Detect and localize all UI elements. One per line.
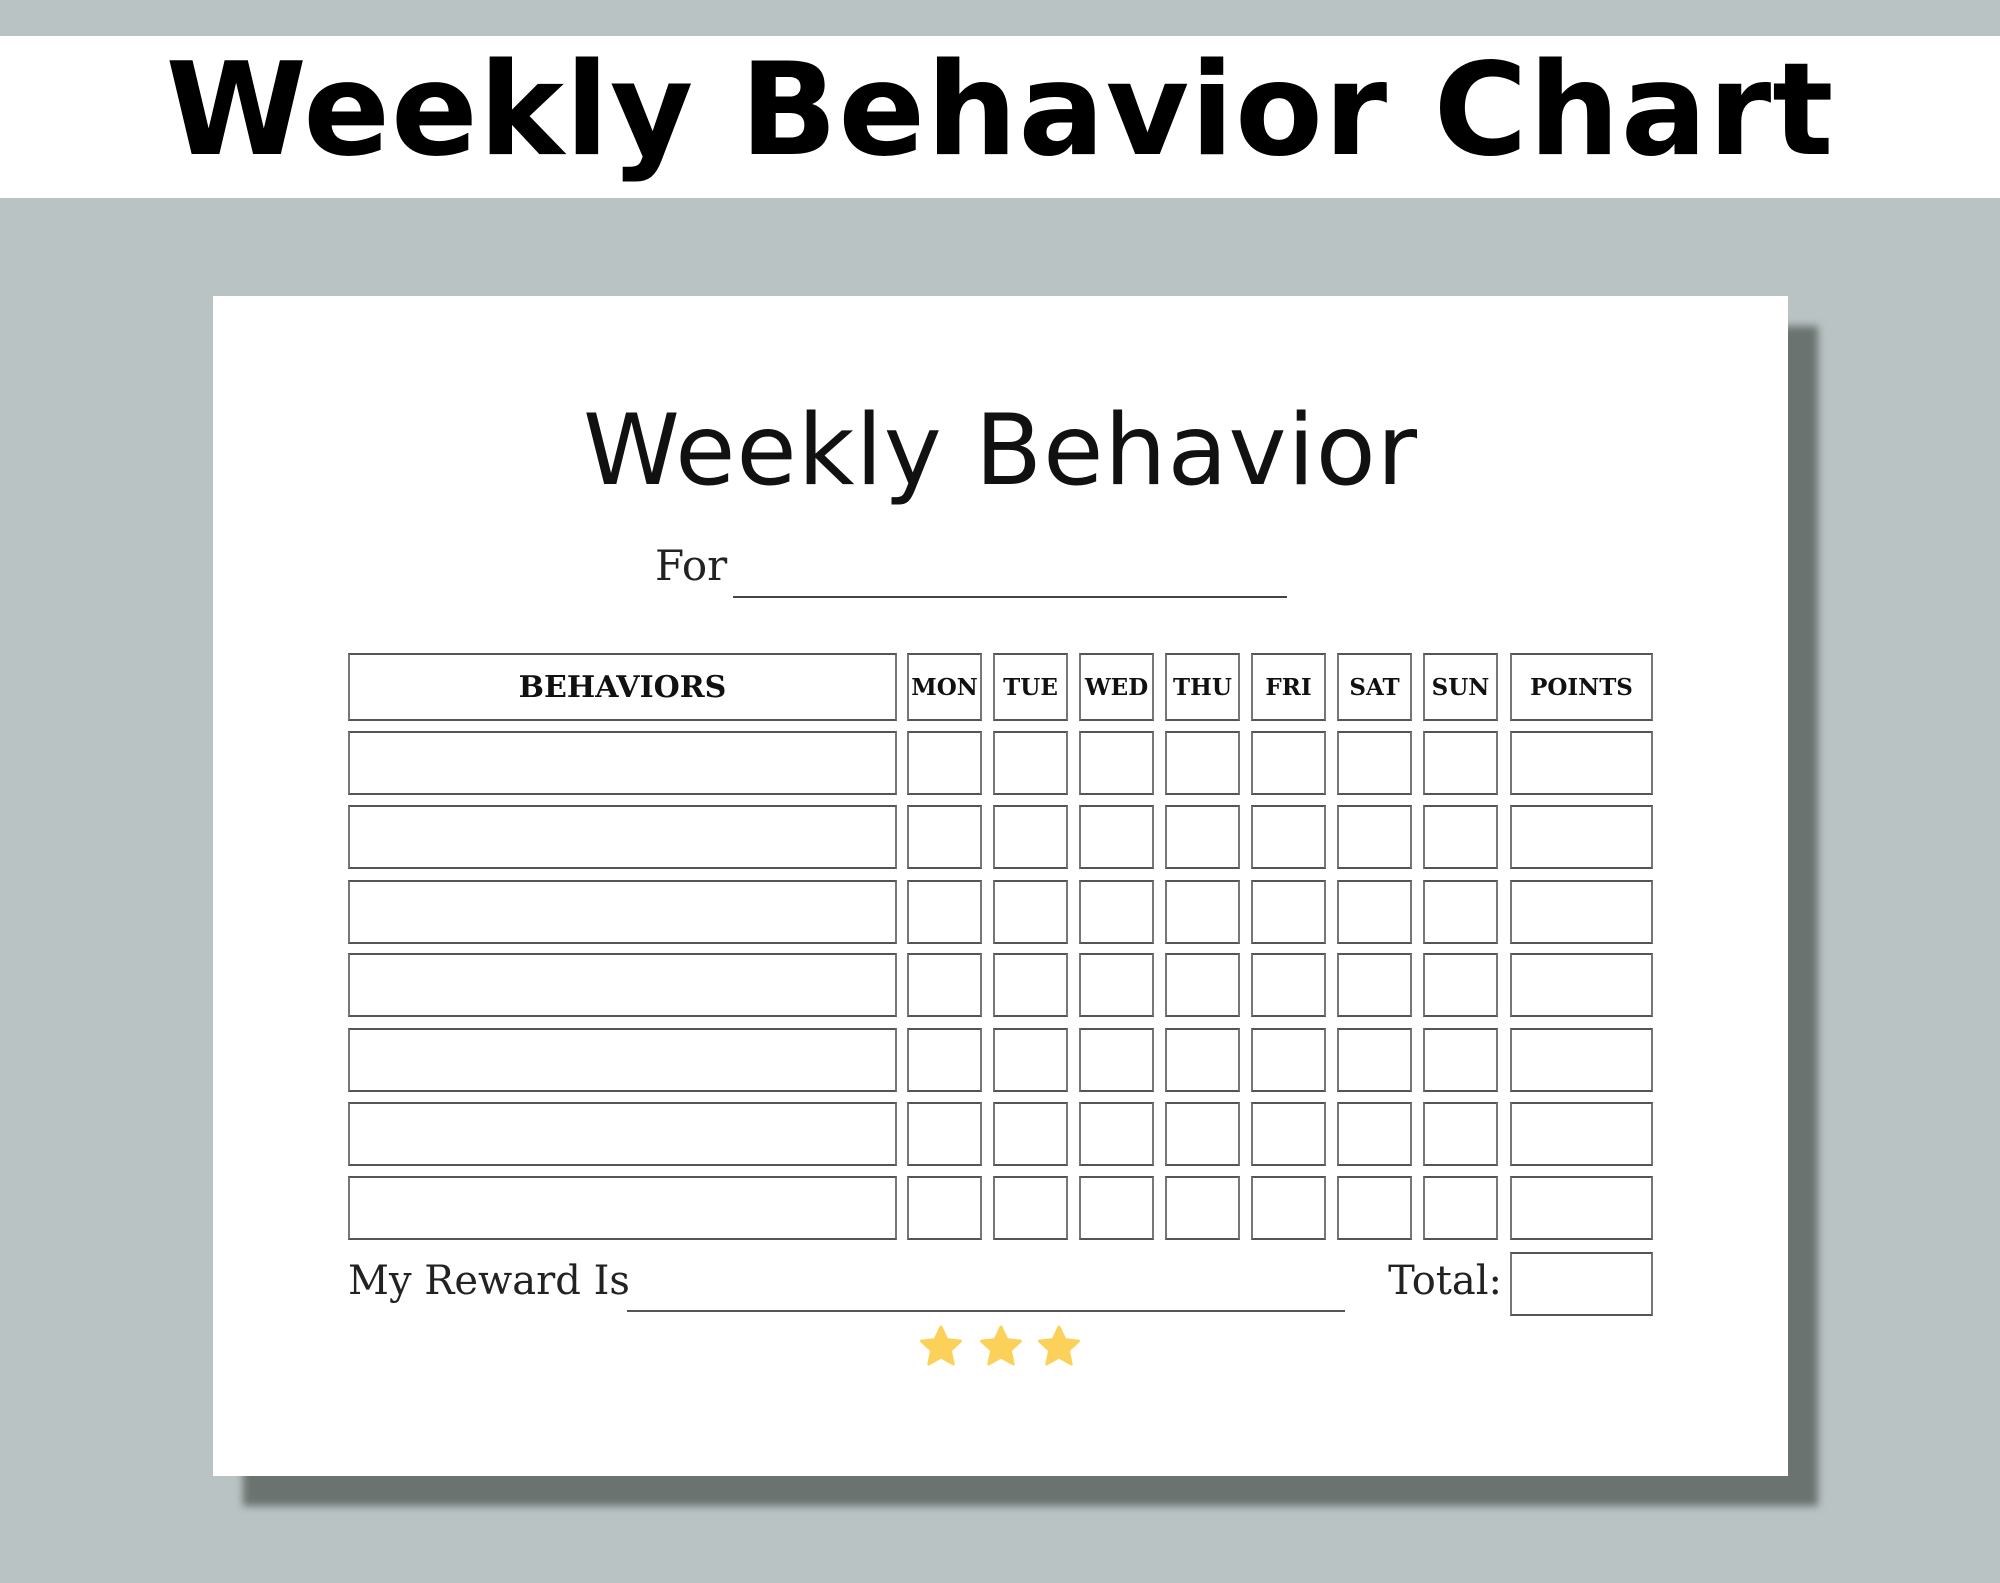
points-cell[interactable] [1510, 1028, 1653, 1092]
star-icon [920, 1325, 962, 1366]
day-cell-fri[interactable] [1251, 880, 1326, 944]
star-icon [980, 1325, 1022, 1366]
points-cell[interactable] [1510, 1102, 1653, 1166]
day-cell-tue[interactable] [993, 731, 1068, 795]
header-sun: SUN [1423, 653, 1498, 721]
day-cell-wed[interactable] [1079, 953, 1154, 1017]
banner: Weekly Behavior Chart [0, 36, 2000, 198]
header-thu: THU [1165, 653, 1240, 721]
points-cell[interactable] [1510, 953, 1653, 1017]
day-cell-sun[interactable] [1423, 805, 1498, 869]
day-cell-thu[interactable] [1165, 1028, 1240, 1092]
total-box[interactable] [1510, 1252, 1653, 1316]
day-cell-wed[interactable] [1079, 805, 1154, 869]
day-cell-mon[interactable] [907, 1176, 982, 1240]
behavior-cell[interactable] [348, 953, 897, 1017]
day-cell-wed[interactable] [1079, 1176, 1154, 1240]
day-cell-wed[interactable] [1079, 1028, 1154, 1092]
day-cell-fri[interactable] [1251, 1102, 1326, 1166]
day-cell-wed[interactable] [1079, 731, 1154, 795]
day-cell-sun[interactable] [1423, 731, 1498, 795]
star-icon [1038, 1325, 1080, 1366]
day-cell-tue[interactable] [993, 805, 1068, 869]
total-label: Total: [1388, 1258, 1502, 1304]
day-cell-sun[interactable] [1423, 953, 1498, 1017]
day-cell-tue[interactable] [993, 880, 1068, 944]
day-cell-sat[interactable] [1337, 953, 1412, 1017]
points-cell[interactable] [1510, 805, 1653, 869]
behavior-cell[interactable] [348, 1102, 897, 1166]
day-cell-mon[interactable] [907, 1028, 982, 1092]
header-points: POINTS [1510, 653, 1653, 721]
day-cell-mon[interactable] [907, 953, 982, 1017]
day-cell-mon[interactable] [907, 805, 982, 869]
header-sat: SAT [1337, 653, 1412, 721]
day-cell-wed[interactable] [1079, 880, 1154, 944]
day-cell-mon[interactable] [907, 1102, 982, 1166]
day-cell-tue[interactable] [993, 1176, 1068, 1240]
day-cell-sat[interactable] [1337, 1028, 1412, 1092]
day-cell-fri[interactable] [1251, 953, 1326, 1017]
day-cell-tue[interactable] [993, 1102, 1068, 1166]
day-cell-fri[interactable] [1251, 731, 1326, 795]
chart-sheet: Weekly Behavior For BEHAVIORS MON TUE WED TH… [213, 296, 1788, 1476]
day-cell-sat[interactable] [1337, 1176, 1412, 1240]
day-cell-thu[interactable] [1165, 880, 1240, 944]
day-cell-thu[interactable] [1165, 953, 1240, 1017]
day-cell-mon[interactable] [907, 880, 982, 944]
day-cell-sat[interactable] [1337, 805, 1412, 869]
for-name-line[interactable] [733, 596, 1287, 598]
day-cell-thu[interactable] [1165, 731, 1240, 795]
day-cell-sat[interactable] [1337, 1102, 1412, 1166]
behavior-cell[interactable] [348, 1176, 897, 1240]
points-cell[interactable] [1510, 731, 1653, 795]
day-cell-sun[interactable] [1423, 1028, 1498, 1092]
day-cell-sun[interactable] [1423, 880, 1498, 944]
behavior-cell[interactable] [348, 880, 897, 944]
header-mon: MON [907, 653, 982, 721]
day-cell-tue[interactable] [993, 1028, 1068, 1092]
day-cell-sat[interactable] [1337, 731, 1412, 795]
day-cell-fri[interactable] [1251, 1028, 1326, 1092]
day-cell-fri[interactable] [1251, 805, 1326, 869]
day-cell-wed[interactable] [1079, 1102, 1154, 1166]
day-cell-tue[interactable] [993, 953, 1068, 1017]
day-cell-sun[interactable] [1423, 1176, 1498, 1240]
day-cell-thu[interactable] [1165, 1102, 1240, 1166]
reward-line[interactable] [627, 1310, 1345, 1312]
behavior-cell[interactable] [348, 1028, 897, 1092]
behavior-cell[interactable] [348, 805, 897, 869]
header-tue: TUE [993, 653, 1068, 721]
behavior-cell[interactable] [348, 731, 897, 795]
day-cell-sun[interactable] [1423, 1102, 1498, 1166]
points-cell[interactable] [1510, 1176, 1653, 1240]
day-cell-thu[interactable] [1165, 1176, 1240, 1240]
banner-title: Weekly Behavior Chart [165, 36, 1835, 185]
points-cell[interactable] [1510, 880, 1653, 944]
for-label: For [655, 541, 728, 590]
header-behaviors: BEHAVIORS [348, 653, 897, 721]
header-fri: FRI [1251, 653, 1326, 721]
reward-label: My Reward Is [348, 1258, 630, 1304]
day-cell-thu[interactable] [1165, 805, 1240, 869]
sheet-title: Weekly Behavior [582, 394, 1419, 508]
day-cell-fri[interactable] [1251, 1176, 1326, 1240]
day-cell-mon[interactable] [907, 731, 982, 795]
header-wed: WED [1079, 653, 1154, 721]
day-cell-sat[interactable] [1337, 880, 1412, 944]
